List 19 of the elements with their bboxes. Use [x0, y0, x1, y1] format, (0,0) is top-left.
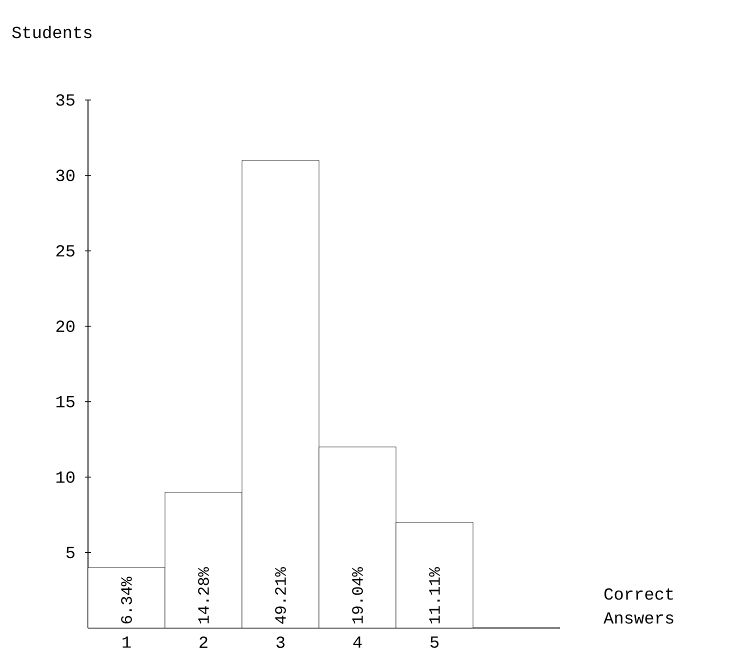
annotation: 49.21%: [275, 567, 286, 624]
x-tick-label: 3: [276, 636, 285, 648]
text: Correct Answers: [604, 588, 674, 624]
annotation: 11.11%: [429, 567, 440, 624]
y-tick-label: 30: [56, 170, 74, 182]
y-tick-label: 5: [66, 546, 74, 558]
y-tick-label: 25: [56, 245, 74, 257]
annotation: 6.34%: [121, 576, 132, 624]
annotation: 14.28%: [198, 567, 209, 624]
annotation: 19.04%: [352, 567, 363, 624]
y-axis-title: Students: [12, 26, 92, 38]
y-tick-label: 15: [56, 396, 74, 408]
x-tick-label: 5: [430, 636, 439, 648]
x-tick-label: 4: [353, 636, 362, 648]
x-tick-label: 2: [200, 636, 208, 648]
x-tick-label: 1: [122, 636, 131, 648]
y-tick-label: 10: [56, 471, 74, 483]
y-tick-label: 35: [56, 94, 74, 106]
y-tick-label: 20: [56, 320, 74, 332]
